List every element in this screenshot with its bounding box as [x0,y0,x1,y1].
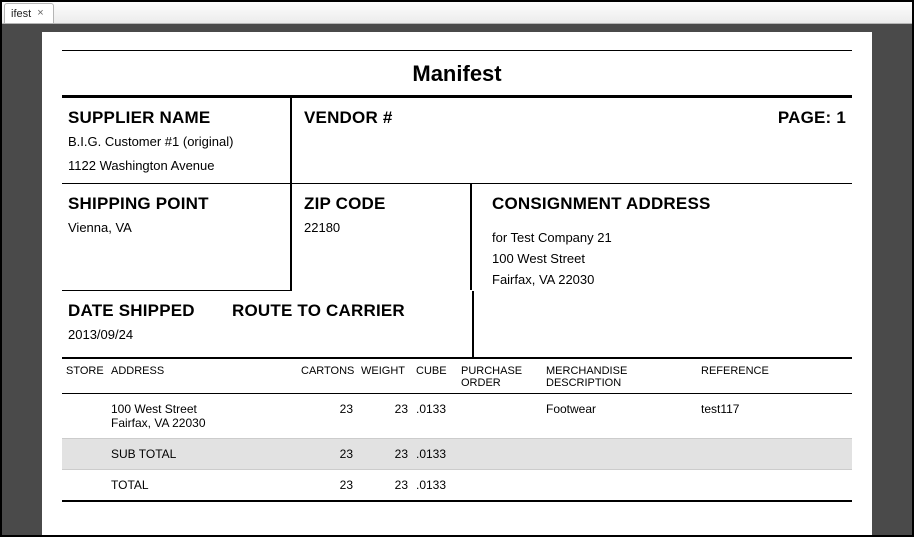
date-shipped-label: DATE SHIPPED [68,301,224,321]
zip-value: 22180 [304,218,462,238]
cell-weight: 23 [357,393,412,438]
page-number-block: PAGE: 1 [762,98,852,183]
col-weight: WEIGHT [357,359,412,394]
subtotal-empty [62,438,107,469]
subtotal-label: SUB TOTAL [107,438,297,469]
cell-cube: .0133 [412,393,457,438]
cell-md: Footwear [542,393,697,438]
cell-address: 100 West Street Fairfax, VA 22030 [107,393,297,438]
tab-ifest[interactable]: ifest × [4,3,54,23]
table-row: 100 West Street Fairfax, VA 22030 23 23 … [62,393,852,438]
cell-po [457,393,542,438]
col-store: STORE [62,359,107,394]
col-ref: REFERENCE [697,359,852,394]
supplier-block: SUPPLIER NAME B.I.G. Customer #1 (origin… [62,98,292,183]
manifest-table: STORE ADDRESS CARTONS WEIGHT CUBE PURCHA… [62,359,852,502]
shipping-point-block: SHIPPING POINT Vienna, VA [62,184,292,290]
col-md: MERCHANDISE DESCRIPTION [542,359,697,394]
cell-cartons: 23 [297,393,357,438]
col-address: ADDRESS [107,359,297,394]
total-label: TOTAL [107,469,297,501]
table-header-row: STORE ADDRESS CARTONS WEIGHT CUBE PURCHA… [62,359,852,394]
total-row: TOTAL 23 23 .0133 [62,469,852,501]
consignment-block: CONSIGNMENT ADDRESS for Test Company 21 … [472,184,852,290]
col-po: PURCHASE ORDER [457,359,542,394]
total-cartons: 23 [297,469,357,501]
cell-address-line2: Fairfax, VA 22030 [111,416,293,430]
consignment-line2: 100 West Street [492,249,844,270]
supplier-name-line1: B.I.G. Customer #1 (original) [68,132,282,152]
consignment-lines: for Test Company 21 100 West Street Fair… [492,214,844,290]
header-row-3: DATE SHIPPED 2013/09/24 ROUTE TO CARRIER [62,291,852,359]
date-shipped-value: 2013/09/24 [68,325,224,345]
col-cartons: CARTONS [297,359,357,394]
consignment-line3: Fairfax, VA 22030 [492,270,844,291]
shipping-point-label: SHIPPING POINT [68,194,282,214]
route-block: ROUTE TO CARRIER [232,291,472,357]
consignment-label: CONSIGNMENT ADDRESS [492,194,844,214]
report-window: ifest × Manifest SUPPLIER NAME B.I.G. Cu… [0,0,914,537]
vendor-block: VENDOR # [292,98,762,183]
col-cube: CUBE [412,359,457,394]
page-number: PAGE: 1 [762,108,846,128]
document-viewer: Manifest SUPPLIER NAME B.I.G. Customer #… [2,24,912,535]
subtotal-row: SUB TOTAL 23 23 .0133 [62,438,852,469]
tab-strip: ifest × [2,2,912,24]
header-row-1: SUPPLIER NAME B.I.G. Customer #1 (origin… [62,98,852,184]
zip-label: ZIP CODE [304,194,462,214]
zip-block: ZIP CODE 22180 [292,184,472,290]
supplier-name-line2: 1122 Washington Avenue [68,156,282,176]
total-empty [62,469,107,501]
subtotal-cartons: 23 [297,438,357,469]
page-title: Manifest [62,51,852,95]
tab-label: ifest [11,8,31,20]
cell-ref: test117 [697,393,852,438]
close-icon[interactable]: × [37,8,43,19]
subtotal-weight: 23 [357,438,412,469]
vendor-label: VENDOR # [304,108,754,128]
document-page: Manifest SUPPLIER NAME B.I.G. Customer #… [42,32,872,535]
header-row-3-right [474,291,852,357]
total-cube: .0133 [412,469,457,501]
date-shipped-block: DATE SHIPPED 2013/09/24 [62,291,232,357]
cell-address-line1: 100 West Street [111,402,293,416]
consignment-line1: for Test Company 21 [492,228,844,249]
cell-store [62,393,107,438]
header-row-2: SHIPPING POINT Vienna, VA ZIP CODE 22180… [62,184,852,290]
subtotal-cube: .0133 [412,438,457,469]
route-label: ROUTE TO CARRIER [232,301,464,321]
shipping-point-value: Vienna, VA [68,218,282,238]
total-weight: 23 [357,469,412,501]
supplier-name-label: SUPPLIER NAME [68,108,282,128]
